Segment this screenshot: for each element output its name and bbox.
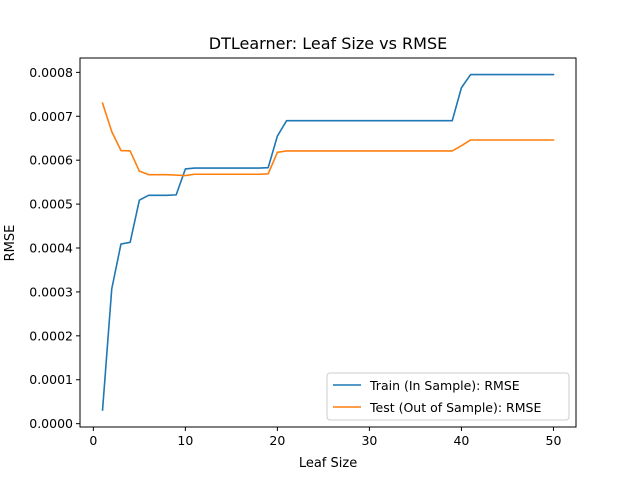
x-axis-ticks: 0 10 20 30 40 50 [89, 427, 561, 448]
y-tick-label: 0.0006 [29, 153, 73, 168]
axes-frame [79, 57, 577, 428]
y-tick-label: 0.0008 [29, 65, 73, 80]
series-layer [101, 73, 555, 411]
y-tick-label: 0.0005 [29, 197, 73, 212]
y-tick-label: 0.0002 [29, 328, 73, 343]
legend-test-label: Test (Out of Sample): RMSE [369, 400, 541, 415]
y-tick-label: 0.0000 [29, 416, 73, 431]
y-tick-label: 0.0004 [29, 241, 73, 256]
legend-box [326, 372, 570, 421]
y-tick-label: 0.0003 [29, 284, 73, 299]
y-tick-label: 0.0001 [29, 372, 73, 387]
series-line-train [101, 73, 555, 411]
y-tick-label: 0.0007 [29, 109, 73, 124]
x-tick-label: 10 [177, 433, 193, 448]
plot-area: 0 10 20 30 40 50 0.00000.00010.00020.00030.00… [29, 57, 577, 448]
series-line-test [101, 102, 555, 177]
legend-train-label: Train (In Sample): RMSE [369, 378, 520, 393]
x-tick-label: 40 [453, 433, 469, 448]
y-axis-label: RMSE [3, 225, 18, 262]
x-tick-label: 20 [269, 433, 285, 448]
legend: Train (In Sample): RMSE Test (Out of Sam… [326, 372, 570, 421]
chart-title: DTLearner: Leaf Size vs RMSE [209, 34, 447, 53]
y-axis-ticks: 0.0000 0.0001 0.0002 0.0003 0.0004 0.0005 0.00… [29, 65, 80, 431]
x-tick-label: 30 [361, 433, 377, 448]
x-tick-label: 50 [546, 433, 562, 448]
x-axis-label: Leaf Size [299, 456, 357, 471]
x-tick-label: 0 [89, 433, 97, 448]
